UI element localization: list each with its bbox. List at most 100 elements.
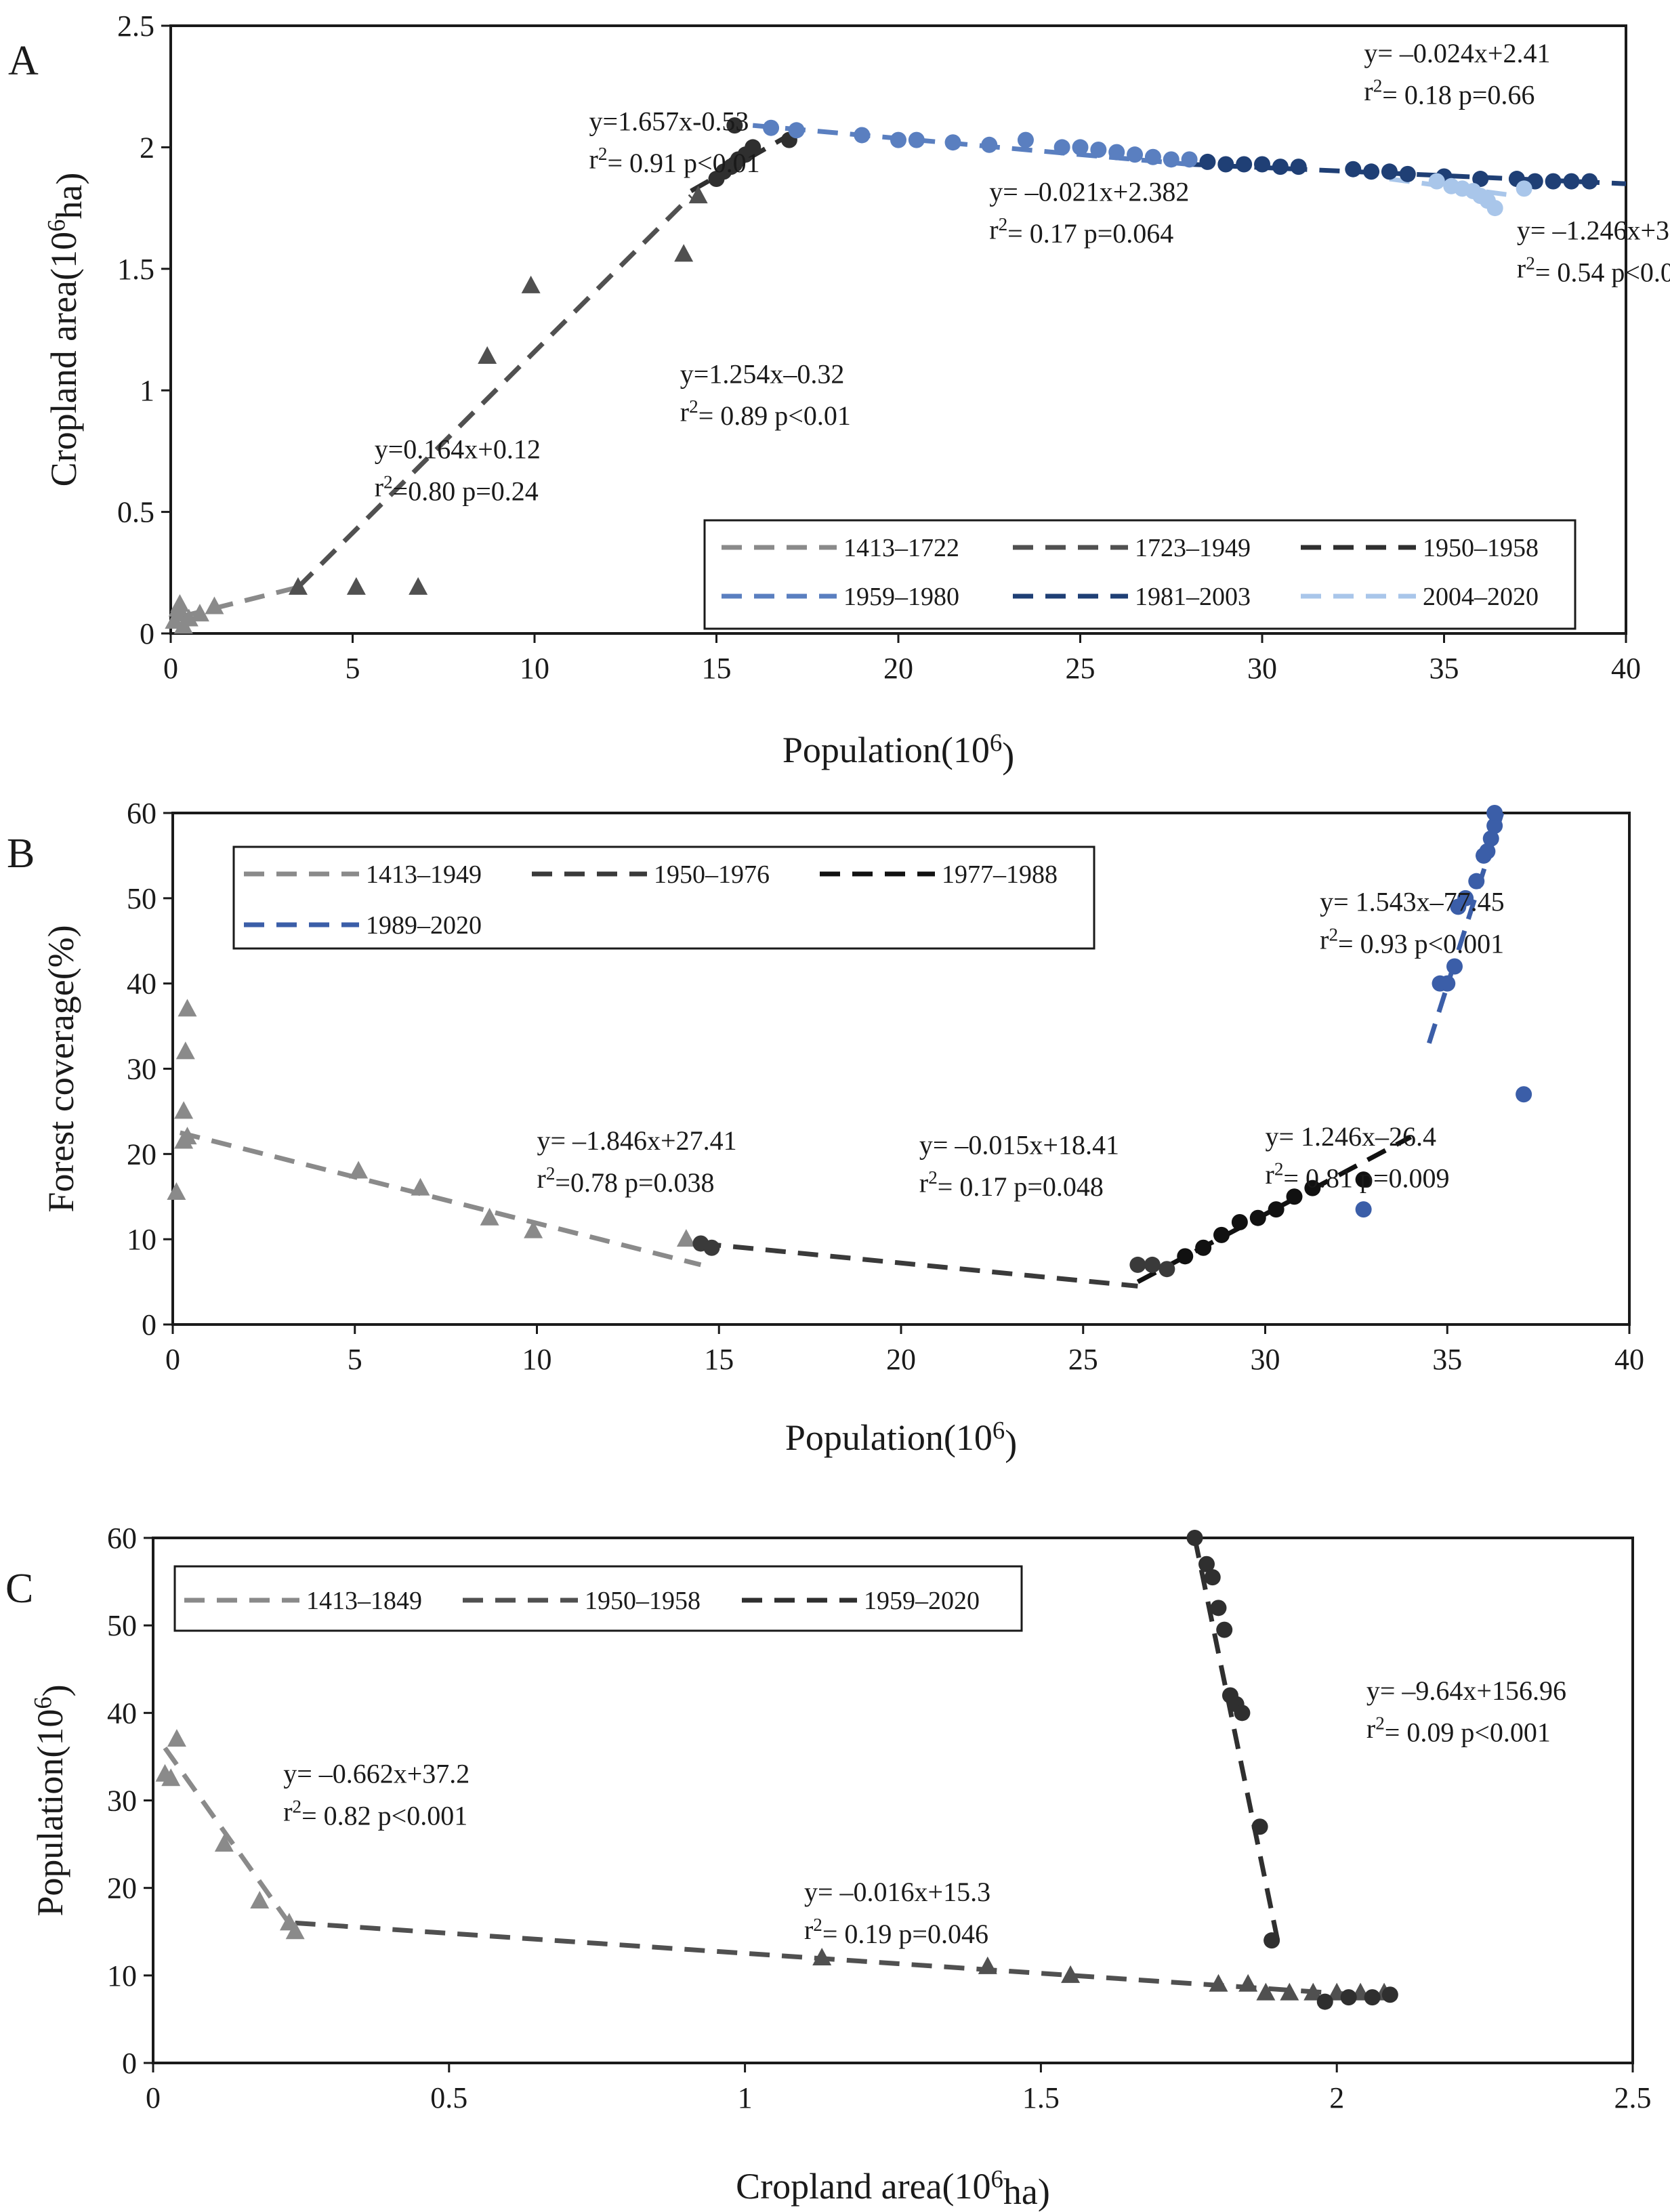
regression-equation: y=1.254x–0.32 <box>680 358 845 389</box>
circle-point <box>1468 873 1485 890</box>
circle-point <box>1231 1214 1248 1230</box>
circle-point <box>1472 171 1489 188</box>
panel-b: B 0 5 10 15 20 25 30 35 40 0 10 20 30 40 50 60 Population… <box>7 797 1644 1463</box>
legend-label: 1977–1988 <box>942 860 1058 889</box>
circle-point <box>1355 1201 1372 1218</box>
regression-equation: y= –0.662x+37.2 <box>283 1759 469 1789</box>
circle-point <box>1286 1188 1303 1205</box>
circle-point <box>1199 153 1216 170</box>
circle-point <box>1264 1932 1280 1949</box>
x-tick-label: 25 <box>1068 1343 1098 1376</box>
x-tick-label: 1.5 <box>1022 2081 1060 2114</box>
x-tick-label: 0 <box>165 1343 180 1376</box>
regression-stats: r2= 0.18 p=0.66 <box>1364 76 1535 110</box>
circle-point <box>1581 173 1598 190</box>
x-tick-label: 30 <box>1247 652 1277 685</box>
circle-point <box>890 131 906 148</box>
legend-box <box>703 519 1577 630</box>
circle-point <box>981 136 998 153</box>
regression-stats: r2=0.78 p=0.038 <box>537 1163 715 1198</box>
y-tick-label: 1 <box>140 374 154 407</box>
y-tick-label: 30 <box>127 1053 156 1086</box>
regression-equation: y= –9.64x+156.96 <box>1366 1675 1566 1706</box>
triangle-point <box>174 1101 194 1119</box>
regression-stats: r2= 0.17 p=0.048 <box>919 1167 1104 1202</box>
triangle-point <box>1238 1974 1258 1992</box>
trendline <box>1192 1537 1280 1941</box>
x-tick-label: 0 <box>146 2081 161 2114</box>
trendline <box>690 133 791 194</box>
panel-letter: A <box>8 38 39 84</box>
circle-point <box>1144 148 1161 165</box>
y-tick-label: 50 <box>107 1609 137 1642</box>
circle-point <box>763 119 780 136</box>
triangle-point <box>161 1768 181 1787</box>
circle-point <box>1108 144 1125 161</box>
circle-point <box>1486 200 1503 217</box>
circle-point <box>1072 139 1089 156</box>
panel-a: A 0 5 10 15 20 25 30 35 40 0 0.5 1 1.5 2 2.5 Population(… <box>8 9 1670 776</box>
circle-point <box>1345 161 1362 178</box>
triangle-point <box>1303 1982 1323 2001</box>
circle-point <box>1251 1818 1268 1835</box>
y-tick-label: 30 <box>107 1785 137 1818</box>
circle-point <box>1236 156 1253 173</box>
circle-point <box>1516 180 1532 197</box>
x-tick-label: 2.5 <box>1614 2081 1652 2114</box>
triangle-point <box>1061 1965 1081 1983</box>
triangle-point <box>674 244 694 262</box>
x-tick-label: 35 <box>1429 652 1459 685</box>
triangle-point <box>676 1229 696 1247</box>
legend-label: 2004–2020 <box>1423 583 1539 611</box>
x-tick-label: 30 <box>1251 1343 1280 1376</box>
trendline <box>163 1746 297 1934</box>
circle-point <box>1304 1180 1321 1196</box>
triangle-point <box>205 596 224 614</box>
triangle-point <box>524 1220 543 1238</box>
circle-point <box>908 131 925 148</box>
x-tick-label: 40 <box>1614 1343 1644 1376</box>
triangle-point <box>167 1182 186 1200</box>
circle-point <box>1204 1569 1221 1586</box>
panel-c: C 0 0.5 1 1.5 2 2.5 0 10 20 30 40 50 60 Cropland area(… <box>5 1522 1652 2212</box>
x-tick-label: 2 <box>1329 2081 1344 2114</box>
circle-point <box>1144 1256 1161 1273</box>
triangle-point <box>478 346 497 364</box>
triangle-point <box>178 999 197 1017</box>
panel-letter: C <box>5 1566 33 1612</box>
triangle-point <box>190 604 209 622</box>
circle-point <box>1186 1530 1203 1546</box>
triangle-point <box>812 1948 832 1965</box>
circle-point <box>1163 151 1180 168</box>
triangle-point <box>346 577 366 595</box>
triangle-point <box>250 1891 270 1909</box>
x-tick-label: 10 <box>522 1343 552 1376</box>
x-axis-title: Population(106) <box>785 1416 1017 1463</box>
regression-equation: y= 1.246x–26.4 <box>1266 1121 1437 1152</box>
circle-point <box>1127 146 1144 163</box>
triangle-point <box>1280 1982 1299 2001</box>
circle-point <box>703 1239 720 1256</box>
regression-stats: r2=0.80 p=0.24 <box>375 472 539 506</box>
triangle-point <box>170 593 190 612</box>
x-tick-label: 5 <box>346 652 360 685</box>
legend-label: 1413–1949 <box>366 860 482 889</box>
circle-point <box>1316 1993 1333 2010</box>
y-tick-label: 0 <box>142 1308 156 1341</box>
x-tick-label: 15 <box>702 652 732 685</box>
legend-label: 1723–1949 <box>1135 534 1251 562</box>
legend-label: 1959–1980 <box>843 583 959 611</box>
x-axis-title: Cropland area(106ha) <box>736 2165 1050 2211</box>
legend-label: 1989–2020 <box>366 911 482 940</box>
circle-point <box>1364 1989 1381 2006</box>
regression-equation: y= –0.021x+2.382 <box>989 176 1189 207</box>
circle-point <box>1399 165 1416 182</box>
trendline <box>752 123 1190 167</box>
circle-point <box>1482 830 1499 847</box>
regression-equation: y= –1.846x+27.41 <box>537 1125 737 1156</box>
circle-point <box>1217 156 1234 173</box>
trendline <box>295 1920 1396 2000</box>
circle-point <box>1486 805 1503 821</box>
regression-equation: y= –0.015x+18.41 <box>919 1129 1119 1160</box>
legend-label: 1950–1958 <box>585 1587 701 1615</box>
